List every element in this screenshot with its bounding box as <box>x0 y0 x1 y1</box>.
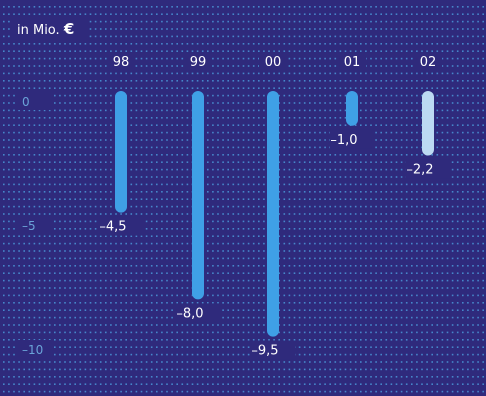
y-tick-label: –5 <box>22 219 36 233</box>
bar <box>422 91 434 156</box>
x-category-label: 00 <box>265 55 282 70</box>
bars <box>115 91 434 337</box>
value-label: –9,5 <box>251 344 278 359</box>
dot-grid <box>3 6 484 393</box>
bar <box>267 91 279 337</box>
unit-label-background <box>12 20 88 38</box>
y-axis-ticks: 0 –5 –10 <box>18 92 52 358</box>
x-category-label: 98 <box>113 55 130 70</box>
bar <box>346 91 358 126</box>
x-axis-categories: 98 99 00 01 02 <box>107 52 442 70</box>
value-labels: –4,5 –8,0 –9,5 –1,0 –2,2 <box>99 129 450 360</box>
value-label: –8,0 <box>176 306 203 321</box>
value-label: –2,2 <box>406 163 433 178</box>
bar <box>192 91 204 300</box>
x-category-label: 01 <box>344 55 361 70</box>
unit-label: in Mio. € <box>12 20 88 38</box>
x-category-label: 99 <box>190 55 207 70</box>
y-tick-label: –10 <box>22 343 43 357</box>
unit-label-caption: in Mio. <box>17 23 60 38</box>
unit-label-text: in Mio. € <box>17 20 74 38</box>
y-tick-label: 0 <box>22 95 30 109</box>
value-label: –1,0 <box>330 133 357 148</box>
euro-symbol: € <box>63 20 74 38</box>
value-label: –4,5 <box>99 220 126 235</box>
x-category-label: 02 <box>420 55 437 70</box>
bar <box>115 91 127 213</box>
